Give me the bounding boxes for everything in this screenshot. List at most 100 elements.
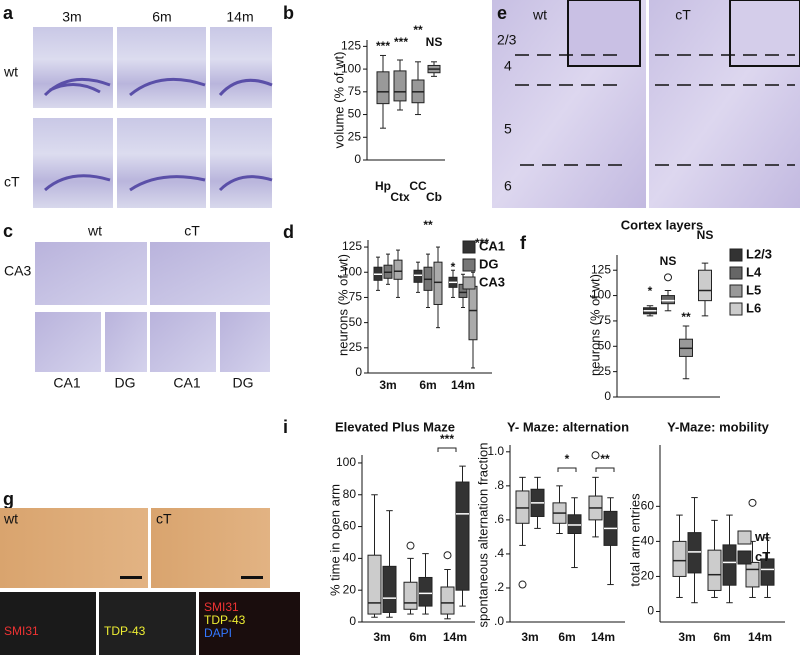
x-tick-label: 14m <box>451 378 475 392</box>
y-tick-label: 40 <box>343 551 357 565</box>
y-tick-label: 100 <box>341 61 361 75</box>
panel-label: e <box>497 3 507 23</box>
box <box>393 259 403 280</box>
y-tick-label: 80 <box>343 487 357 501</box>
panel-c: c wt cT CA3 CA1 DG CA1 DG <box>3 221 270 391</box>
y-axis-label: neurons (% of wt) <box>335 254 350 356</box>
y-axis-label: % time in open arm <box>327 484 342 596</box>
chart-title: Y-Maze: mobility <box>667 419 770 434</box>
micrograph <box>0 508 148 588</box>
region-label: CA3 <box>4 263 31 279</box>
y-tick-label: 125 <box>341 39 361 53</box>
y-tick-label: 0 <box>349 614 356 628</box>
legend-label: CA3 <box>479 274 505 289</box>
y-axis-label: spontaneous alternation fraction <box>475 442 490 627</box>
layer-label: 6 <box>504 178 512 194</box>
y-tick-label: 60 <box>641 499 655 513</box>
y-tick-label: 100 <box>336 455 356 469</box>
significance: * <box>565 452 570 466</box>
micrograph <box>150 242 270 305</box>
legend-swatch <box>729 302 743 316</box>
chart-title: Y- Maze: alternation <box>507 419 629 434</box>
region-label: DG <box>233 375 254 391</box>
y-axis-label: volume (% of wt) <box>331 52 346 149</box>
y-tick-label: 25 <box>349 340 363 354</box>
region-label: CA1 <box>53 375 80 391</box>
column-label: wt <box>87 223 102 239</box>
region-label: CA1 <box>173 375 200 391</box>
legend-swatch <box>729 266 743 280</box>
significance: ** <box>423 218 433 232</box>
legend-label: DG <box>479 256 499 271</box>
outlier <box>443 551 452 560</box>
significance: * <box>648 284 653 298</box>
x-tick-label: 14m <box>443 630 467 644</box>
legend-swatch <box>462 276 476 290</box>
x-tick-label: CC <box>409 179 427 193</box>
box <box>367 554 382 615</box>
stain-label: TDP-43 <box>204 613 246 627</box>
column-label: 6m <box>152 9 171 25</box>
region-label: DG <box>115 375 136 391</box>
significance: ** <box>600 452 610 466</box>
y-tick-label: .4 <box>494 546 504 560</box>
x-tick-label: 14m <box>748 630 772 644</box>
micrograph <box>105 312 147 372</box>
legend-swatch <box>737 530 752 545</box>
micrograph <box>151 508 270 588</box>
y-tick-label: 0 <box>647 604 654 618</box>
row-label: wt <box>3 64 18 80</box>
y-tick-label: 100 <box>591 288 611 302</box>
column-label: 14m <box>226 9 253 25</box>
column-label: cT <box>156 511 172 527</box>
column-label: wt <box>532 7 547 23</box>
significance: NS <box>660 254 677 268</box>
box <box>515 490 530 524</box>
stain-label: SMI31 <box>4 624 39 638</box>
column-label: cT <box>184 223 200 239</box>
y-tick-label: 25 <box>348 129 362 143</box>
micrograph <box>35 242 147 305</box>
significance: NS <box>426 35 443 49</box>
micrograph <box>117 27 206 108</box>
x-tick-label: Cb <box>426 190 442 204</box>
layer-border <box>515 54 795 166</box>
legend-swatch <box>737 550 752 565</box>
y-tick-label: 75 <box>598 313 612 327</box>
micrograph <box>33 118 113 208</box>
micrograph <box>199 592 300 655</box>
column-label: wt <box>3 511 18 527</box>
row-label: cT <box>4 174 20 190</box>
box <box>760 558 775 586</box>
box <box>672 540 687 577</box>
y-tick-label: 40 <box>641 534 655 548</box>
x-tick-label: Hp <box>375 179 391 193</box>
panel-a: a 3m 6m 14m wt cT <box>3 3 273 208</box>
box <box>393 70 407 102</box>
stain-label: DAPI <box>204 626 232 640</box>
box <box>440 586 455 615</box>
outlier <box>664 273 672 282</box>
legend-label: CA1 <box>479 238 505 253</box>
column-label: cT <box>675 7 691 23</box>
layer-label: 2/3 <box>497 32 517 48</box>
box <box>707 549 722 591</box>
panel-g: g wt cT <box>0 489 270 588</box>
x-tick-label: 6m <box>713 630 730 644</box>
panel-label: f <box>520 233 527 253</box>
stain-label: TDP-43 <box>104 624 146 638</box>
layer-label: 5 <box>504 121 512 137</box>
panel-label: g <box>3 489 14 509</box>
legend-swatch <box>729 284 743 298</box>
significance: ** <box>413 23 423 37</box>
box <box>418 576 433 607</box>
inset <box>567 0 641 67</box>
box <box>376 71 390 105</box>
micrograph <box>117 118 206 208</box>
y-tick-label: .6 <box>494 512 504 526</box>
box <box>433 261 443 305</box>
x-tick-label: 6m <box>409 630 426 644</box>
panel-h: h SMI31 TDP-43 SMI31 TDP-43 DAPI <box>0 591 300 655</box>
significance: NS <box>697 228 714 242</box>
